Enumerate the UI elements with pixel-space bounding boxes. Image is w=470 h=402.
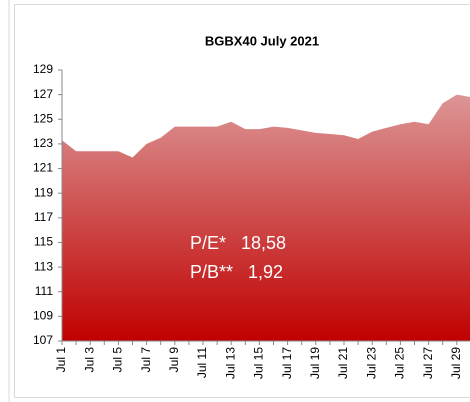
y-tick-label: 109	[33, 309, 53, 323]
x-tick-label: Jul 13	[223, 347, 237, 379]
y-tick-label: 129	[33, 62, 53, 76]
y-tick-label: 111	[35, 284, 54, 298]
chart-title: BGBX40 July 2021	[205, 33, 319, 48]
x-tick-label: Jul 27	[421, 347, 435, 379]
x-tick-label: Jul 19	[308, 347, 322, 379]
x-tick-label: Jul 9	[167, 347, 181, 373]
x-tick-label: Jul 29	[449, 347, 463, 379]
x-tick-label: Jul 15	[252, 347, 266, 379]
y-tick-label: 125	[33, 111, 53, 125]
x-tick-label: Jul 1	[54, 347, 68, 373]
annotation: P/E* 18,58	[190, 233, 286, 253]
x-tick-label: Jul 7	[139, 347, 153, 373]
y-tick-label: 127	[33, 87, 53, 101]
annotation: P/B** 1,92	[190, 262, 283, 282]
y-tick-label: 115	[34, 235, 53, 249]
x-tick-label: Jul 3	[82, 347, 96, 373]
x-tick-label: Jul 25	[393, 347, 407, 379]
chart-frame	[14, 4, 470, 398]
x-tick-label: Jul 23	[364, 347, 378, 379]
area	[62, 94, 470, 341]
x-tick-label: Jul 17	[280, 347, 294, 379]
y-tick-label: 107	[33, 333, 53, 347]
y-tick-label: 117	[34, 210, 53, 224]
x-tick-label: Jul 11	[195, 347, 209, 378]
y-tick-label: 119	[34, 185, 53, 199]
y-tick-label: 123	[33, 136, 53, 150]
x-tick-label: Jul 21	[336, 347, 350, 379]
x-tick-label: Jul 5	[111, 347, 125, 373]
y-tick-label: 121	[33, 161, 53, 175]
y-tick-label: 113	[34, 259, 53, 273]
